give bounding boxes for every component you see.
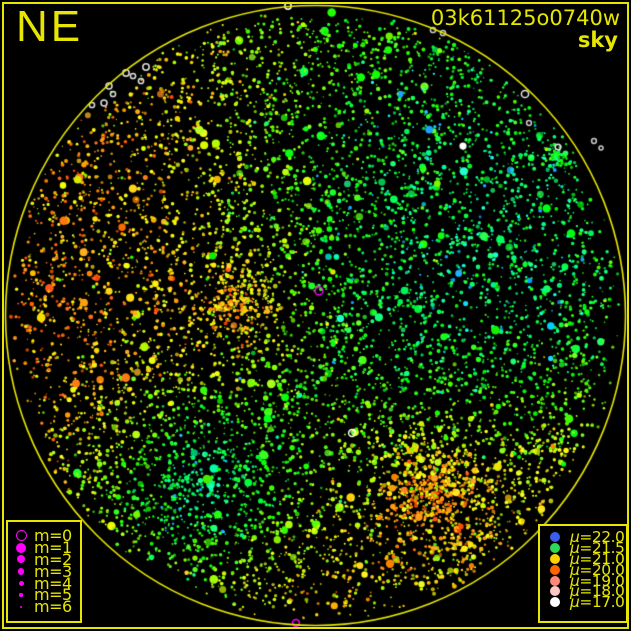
mu-symbol: µ [570, 593, 580, 612]
mu-legend-label: µ=22.0 [570, 528, 625, 547]
mu-symbol: µ [570, 539, 580, 558]
mu-symbol: µ [570, 560, 580, 579]
size-legend-row: m=0 [8, 526, 80, 545]
mu-legend-label: µ=21.0 [570, 550, 625, 568]
mu-color-swatch-icon [540, 543, 570, 554]
size-marker-m6-icon [8, 605, 34, 608]
mu-legend-rows: µ=22.0 µ=21.5 µ=21.0 µ=20.0 µ=19.0 µ=18.0 µ=17… [540, 528, 626, 611]
mu-value: =21.0 [579, 550, 625, 568]
mu-color-swatch-icon [540, 597, 570, 608]
size-legend-label: m=3 [34, 561, 72, 581]
size-legend-label: m=0 [34, 526, 72, 546]
size-marker-m5-icon [8, 593, 34, 597]
size-legend-label: m=5 [34, 585, 72, 605]
mu-legend-label: µ=18.0 [570, 582, 625, 601]
mu-color-swatch-icon [540, 575, 570, 586]
mu-symbol: µ [570, 582, 580, 601]
mu-value: =22.0 [579, 528, 625, 547]
size-marker-m0-icon [8, 530, 34, 542]
mu-legend-label: µ=21.5 [570, 539, 625, 558]
size-legend-label: m=6 [34, 597, 72, 617]
mu-value: =20.0 [579, 560, 625, 579]
mu-value: =21.5 [579, 539, 625, 558]
mu-value: =19.0 [579, 571, 625, 590]
mu-legend-row: µ=19.0 [540, 572, 626, 590]
size-marker-m2-icon [8, 555, 34, 564]
mu-value: =17.0 [579, 593, 625, 612]
mu-symbol: µ [570, 571, 580, 590]
mu-legend-row: µ=21.5 [540, 539, 626, 557]
title-block: 03k61125o0740w sky [431, 7, 620, 51]
size-legend-label: m=4 [34, 573, 72, 593]
mu-symbol: µ [570, 550, 580, 568]
mu-legend-row: µ=20.0 [540, 561, 626, 579]
mu-legend-row: µ=18.0 [540, 582, 626, 600]
mu-legend-label: µ=20.0 [570, 560, 625, 579]
plot-title: 03k61125o0740w [430, 6, 620, 30]
mu-legend-row: µ=21.0 [540, 550, 626, 568]
size-legend-row: m=1 [8, 538, 80, 557]
size-marker-m3-icon [8, 568, 34, 575]
panel-orientation-label: NE [16, 2, 84, 51]
size-legend-row: m=5 [8, 585, 80, 604]
mu-value: =18.0 [579, 582, 625, 601]
mu-legend-label: µ=19.0 [570, 571, 625, 590]
size-marker-m4-icon [8, 580, 34, 586]
mu-color-swatch-icon [540, 553, 570, 564]
size-legend-row: m=2 [8, 550, 80, 569]
size-legend-row: m=6 [8, 597, 80, 616]
size-legend-label: m=1 [34, 538, 72, 558]
size-legend-label: m=2 [34, 550, 72, 569]
plot-subtitle: sky [577, 28, 618, 52]
mu-symbol: µ [570, 528, 580, 547]
mu-color-swatch-icon [540, 564, 570, 575]
mu-legend: µ=22.0 µ=21.5 µ=21.0 µ=20.0 µ=19.0 µ=18.0 µ=17… [538, 524, 628, 623]
mu-legend-row: µ=22.0 [540, 528, 626, 546]
size-marker-m1-icon [8, 542, 34, 553]
size-legend: m=0 m=1 m=2 m=3 m=4 m=5 m=6 [6, 520, 82, 623]
mu-legend-row: µ=17.0 [540, 593, 626, 611]
size-legend-rows: m=0 m=1 m=2 m=3 m=4 m=5 m=6 [8, 526, 80, 616]
mu-color-swatch-icon [540, 532, 570, 543]
size-legend-row: m=3 [8, 562, 80, 581]
size-legend-row: m=4 [8, 574, 80, 593]
mu-color-swatch-icon [540, 586, 570, 597]
mu-legend-label: µ=17.0 [570, 593, 625, 612]
